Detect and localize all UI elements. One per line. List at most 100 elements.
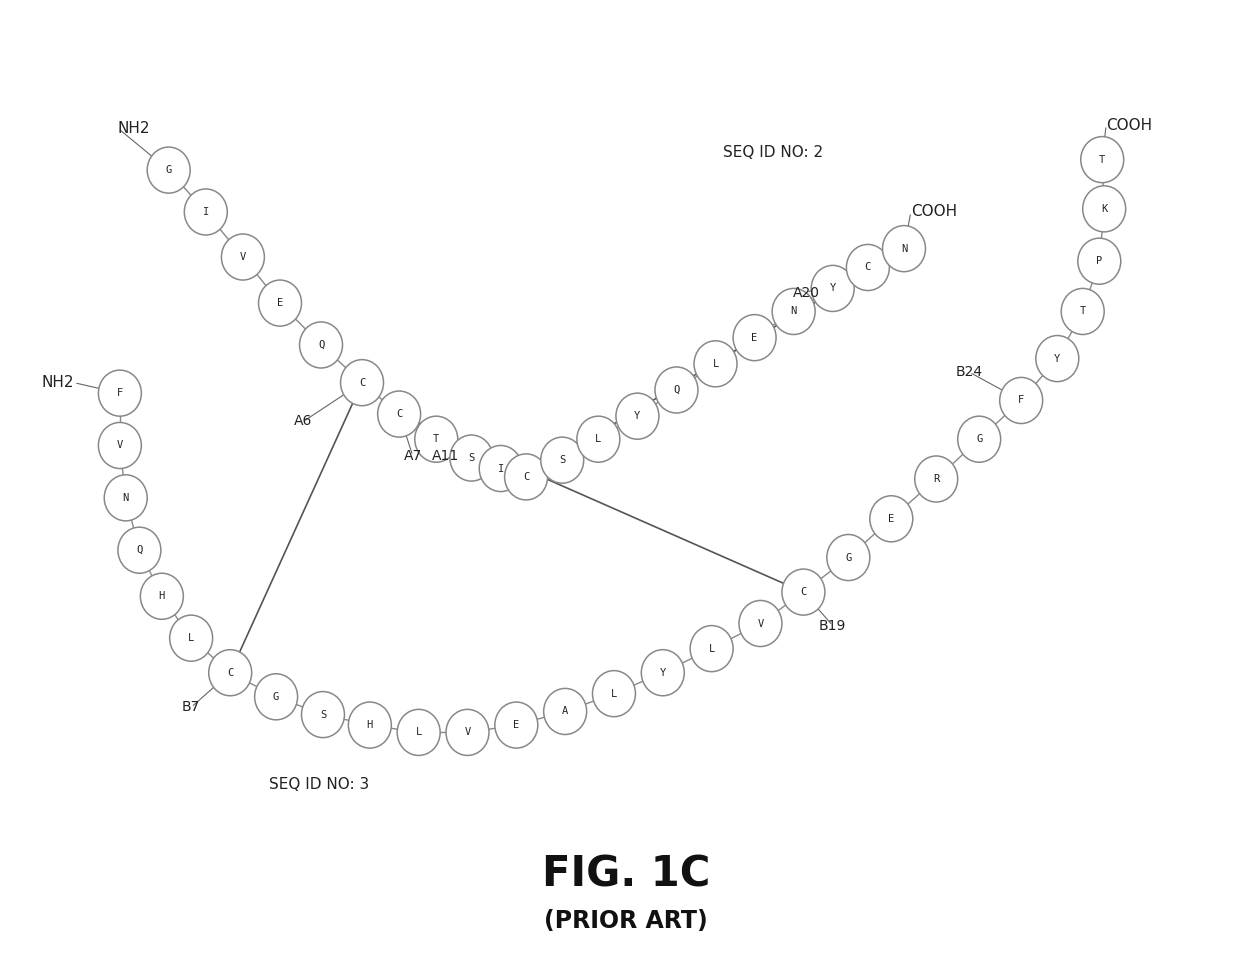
Text: A20: A20 bbox=[793, 285, 820, 300]
Text: H: H bbox=[159, 591, 165, 602]
Text: COOH: COOH bbox=[911, 204, 957, 219]
Text: T: T bbox=[1099, 154, 1105, 165]
Text: Y: Y bbox=[634, 411, 641, 422]
Circle shape bbox=[98, 370, 141, 416]
Text: Y: Y bbox=[830, 284, 836, 293]
Circle shape bbox=[882, 225, 926, 272]
Text: A7: A7 bbox=[404, 449, 422, 463]
Text: G: G bbox=[273, 692, 279, 702]
Circle shape bbox=[104, 475, 147, 521]
Circle shape bbox=[398, 709, 440, 756]
Text: G: G bbox=[166, 165, 172, 175]
Circle shape bbox=[479, 445, 522, 491]
Circle shape bbox=[655, 367, 698, 413]
Text: FIG. 1C: FIG. 1C bbox=[541, 854, 710, 896]
Circle shape bbox=[870, 495, 913, 542]
Text: Q: Q bbox=[136, 545, 142, 556]
Circle shape bbox=[738, 601, 782, 647]
Text: S: S bbox=[559, 455, 565, 466]
Circle shape bbox=[450, 435, 493, 481]
Circle shape bbox=[341, 359, 384, 405]
Circle shape bbox=[1078, 239, 1121, 285]
Text: K: K bbox=[1101, 204, 1108, 214]
Text: S: S bbox=[468, 453, 475, 463]
Text: A11: A11 bbox=[431, 449, 458, 463]
Text: COOH: COOH bbox=[1106, 118, 1152, 132]
Text: E: E bbox=[276, 298, 284, 308]
Circle shape bbox=[208, 650, 252, 696]
Text: L: L bbox=[709, 644, 715, 653]
Text: Y: Y bbox=[1054, 354, 1061, 364]
Text: L: L bbox=[415, 727, 421, 738]
Text: SEQ ID NO: 2: SEQ ID NO: 2 bbox=[724, 145, 824, 160]
Text: V: V bbox=[116, 441, 123, 450]
Circle shape bbox=[118, 527, 161, 573]
Text: H: H bbox=[367, 720, 373, 730]
Text: I: I bbox=[498, 464, 504, 473]
Circle shape bbox=[301, 692, 344, 738]
Text: T: T bbox=[434, 434, 440, 445]
Circle shape bbox=[540, 437, 584, 483]
Circle shape bbox=[914, 456, 958, 502]
Text: L: L bbox=[712, 359, 719, 369]
Circle shape bbox=[694, 341, 737, 387]
Text: NH2: NH2 bbox=[118, 121, 150, 136]
Circle shape bbox=[170, 615, 213, 661]
Text: R: R bbox=[933, 474, 939, 484]
Circle shape bbox=[826, 535, 870, 581]
Text: NH2: NH2 bbox=[41, 376, 74, 390]
Circle shape bbox=[415, 416, 457, 463]
Text: C: C bbox=[227, 668, 233, 677]
Circle shape bbox=[300, 322, 342, 368]
Circle shape bbox=[1062, 288, 1104, 334]
Circle shape bbox=[348, 702, 392, 748]
Text: L: L bbox=[611, 689, 617, 698]
Text: Y: Y bbox=[659, 668, 665, 677]
Text: C: C bbox=[523, 472, 529, 482]
Circle shape bbox=[592, 671, 636, 717]
Text: A6: A6 bbox=[295, 415, 312, 428]
Text: E: E bbox=[752, 332, 758, 343]
Circle shape bbox=[504, 454, 548, 500]
Text: T: T bbox=[1079, 307, 1085, 316]
Circle shape bbox=[1036, 335, 1079, 381]
Text: N: N bbox=[901, 243, 907, 254]
Text: B7: B7 bbox=[182, 700, 201, 715]
Circle shape bbox=[98, 422, 141, 468]
Text: SEQ ID NO: 3: SEQ ID NO: 3 bbox=[269, 777, 369, 792]
Text: N: N bbox=[790, 307, 797, 316]
Circle shape bbox=[733, 314, 776, 360]
Text: F: F bbox=[1018, 396, 1025, 405]
Text: Q: Q bbox=[318, 340, 325, 350]
Text: C: C bbox=[396, 409, 403, 419]
Text: (PRIOR ART): (PRIOR ART) bbox=[544, 909, 707, 933]
Text: G: G bbox=[845, 553, 851, 562]
Text: E: E bbox=[888, 513, 895, 524]
Text: V: V bbox=[465, 727, 471, 738]
Text: C: C bbox=[359, 377, 366, 388]
Text: I: I bbox=[203, 207, 209, 217]
Circle shape bbox=[140, 573, 183, 619]
Circle shape bbox=[958, 416, 1001, 463]
Circle shape bbox=[185, 189, 227, 235]
Text: A: A bbox=[563, 706, 569, 717]
Text: B24: B24 bbox=[955, 365, 983, 379]
Circle shape bbox=[846, 244, 890, 290]
Circle shape bbox=[1080, 137, 1124, 183]
Circle shape bbox=[616, 393, 659, 439]
Text: B19: B19 bbox=[819, 619, 846, 632]
Text: S: S bbox=[320, 710, 326, 719]
Text: C: C bbox=[865, 262, 871, 272]
Circle shape bbox=[1000, 377, 1043, 423]
Text: C: C bbox=[800, 587, 807, 597]
Circle shape bbox=[577, 416, 620, 463]
Text: P: P bbox=[1097, 256, 1103, 266]
Circle shape bbox=[642, 650, 684, 696]
Circle shape bbox=[772, 288, 815, 334]
Text: N: N bbox=[123, 492, 129, 503]
Circle shape bbox=[255, 673, 297, 719]
Circle shape bbox=[222, 234, 264, 280]
Circle shape bbox=[259, 280, 301, 326]
Text: G: G bbox=[976, 434, 983, 445]
Circle shape bbox=[812, 265, 854, 311]
